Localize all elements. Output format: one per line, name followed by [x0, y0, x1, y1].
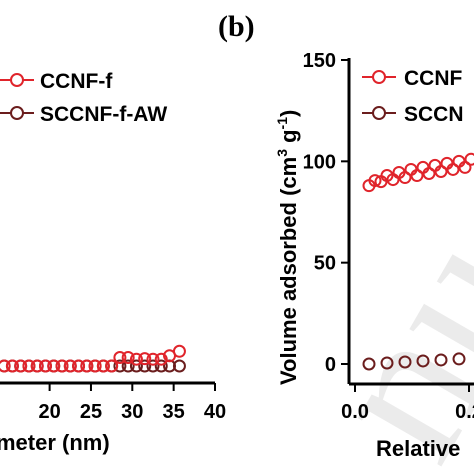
panel-b-y-tick-label: 0: [325, 354, 336, 376]
panel-a-point: [129, 352, 143, 366]
panel-b-point: [428, 158, 442, 172]
panel-b-point: [380, 169, 394, 183]
legend-label-sccn: SCCN: [404, 103, 464, 126]
legend-marker-sccnf-f-aw: [0, 106, 34, 120]
panel-b-point: [416, 354, 430, 368]
panel-a-point: [146, 359, 160, 373]
panel-b-label: (b): [218, 10, 255, 43]
panel-a-point: [121, 351, 135, 364]
panel-b-x-tick-label: 0.0: [341, 401, 369, 423]
panel-a-point: [154, 359, 168, 373]
panel-b-point: [380, 356, 394, 370]
panel-a-point: [88, 359, 102, 373]
panel-a-point: [47, 359, 61, 373]
panel-b-x-ticks: 0.0 0.2: [341, 384, 474, 423]
panel-a-point: [146, 352, 160, 366]
panel-b-y-tick-label: 150: [303, 50, 336, 72]
panel-b-y-axis-label: Volume adsorbed (cm3 g-1): [274, 110, 301, 385]
panel-a-point: [38, 359, 52, 373]
panel-b-point: [404, 162, 418, 176]
panel-a-point: [172, 344, 186, 358]
panel-a-x-tick-label: 40: [204, 401, 226, 423]
panel-a-point: [30, 359, 44, 373]
panel-a-x-ticks: 20 25 30 35 40: [38, 383, 226, 423]
panel-a-point: [113, 351, 127, 364]
panel-a-x-axis-label: meter (nm): [0, 430, 110, 455]
panel-a-point: [96, 359, 110, 373]
legend-marker-ccnf: [362, 70, 396, 84]
panel-b-legend: CCNF SCCN: [362, 67, 464, 126]
panel-a-point: [172, 359, 186, 373]
panel-a-point: [138, 359, 152, 373]
panel-b-point: [416, 160, 430, 174]
panel-b-point: [362, 357, 376, 371]
panel-a-point: [80, 359, 94, 373]
legend-marker-ccnf-f: [0, 73, 34, 87]
panel-b-y-tick-label: 50: [314, 253, 336, 275]
panel-b-point: [452, 154, 466, 168]
panel-a-x-tick-label: 20: [38, 401, 60, 423]
panel-b-x-axis-label: Relative: [376, 436, 460, 461]
panel-a-point: [5, 359, 19, 373]
legend-label-ccnf-f: CCNF-f: [40, 70, 113, 93]
panel-a-x-tick-label: 30: [121, 401, 143, 423]
panel-b-points: [362, 152, 474, 371]
panel-a-point: [63, 359, 77, 373]
panel-a-point: [154, 352, 168, 366]
panel-b-y-tick-label: 100: [303, 151, 336, 173]
watermark: nu: [278, 196, 474, 474]
panel-b: (b) 0 50 100 150 0.0 0.2 Volume adsorbed (cm…: [218, 10, 474, 461]
panel-b-x-tick-label: 0.2: [455, 401, 474, 423]
panel-a-point: [105, 359, 119, 373]
panel-a-point: [0, 359, 11, 373]
legend-marker-sccn: [362, 106, 396, 120]
panel-a-points: [0, 344, 186, 373]
panel-b-y-ticks: 0 50 100 150: [303, 50, 349, 376]
panel-b-point: [398, 355, 412, 369]
legend-label-ccnf: CCNF: [404, 67, 462, 90]
panel-a-x-tick-label: 25: [80, 401, 102, 423]
panel-a-point: [121, 359, 135, 373]
panel-a-point: [129, 359, 143, 373]
panel-a-point: [14, 359, 28, 373]
panel-b-point: [440, 156, 454, 170]
panel-b-point: [434, 353, 448, 367]
panel-b-point: [452, 352, 466, 366]
panel-b-point: [464, 152, 474, 166]
panel-b-point: [368, 174, 382, 188]
panel-a-point: [138, 352, 152, 366]
panel-a-x-tick-label: 35: [163, 401, 185, 423]
panel-a-point: [22, 359, 36, 373]
panel-a-legend: CCNF-f SCCNF-f-AW: [0, 70, 167, 126]
legend-label-sccnf-f-aw: SCCNF-f-AW: [40, 103, 167, 126]
panel-a: 20 25 30 35 40 meter (nm) CCNF-f SCCNF-f-AW: [0, 70, 226, 455]
panel-a-point: [113, 359, 127, 373]
panel-a-point: [72, 359, 86, 373]
panel-a-point: [55, 359, 69, 373]
panel-b-point: [392, 165, 406, 179]
